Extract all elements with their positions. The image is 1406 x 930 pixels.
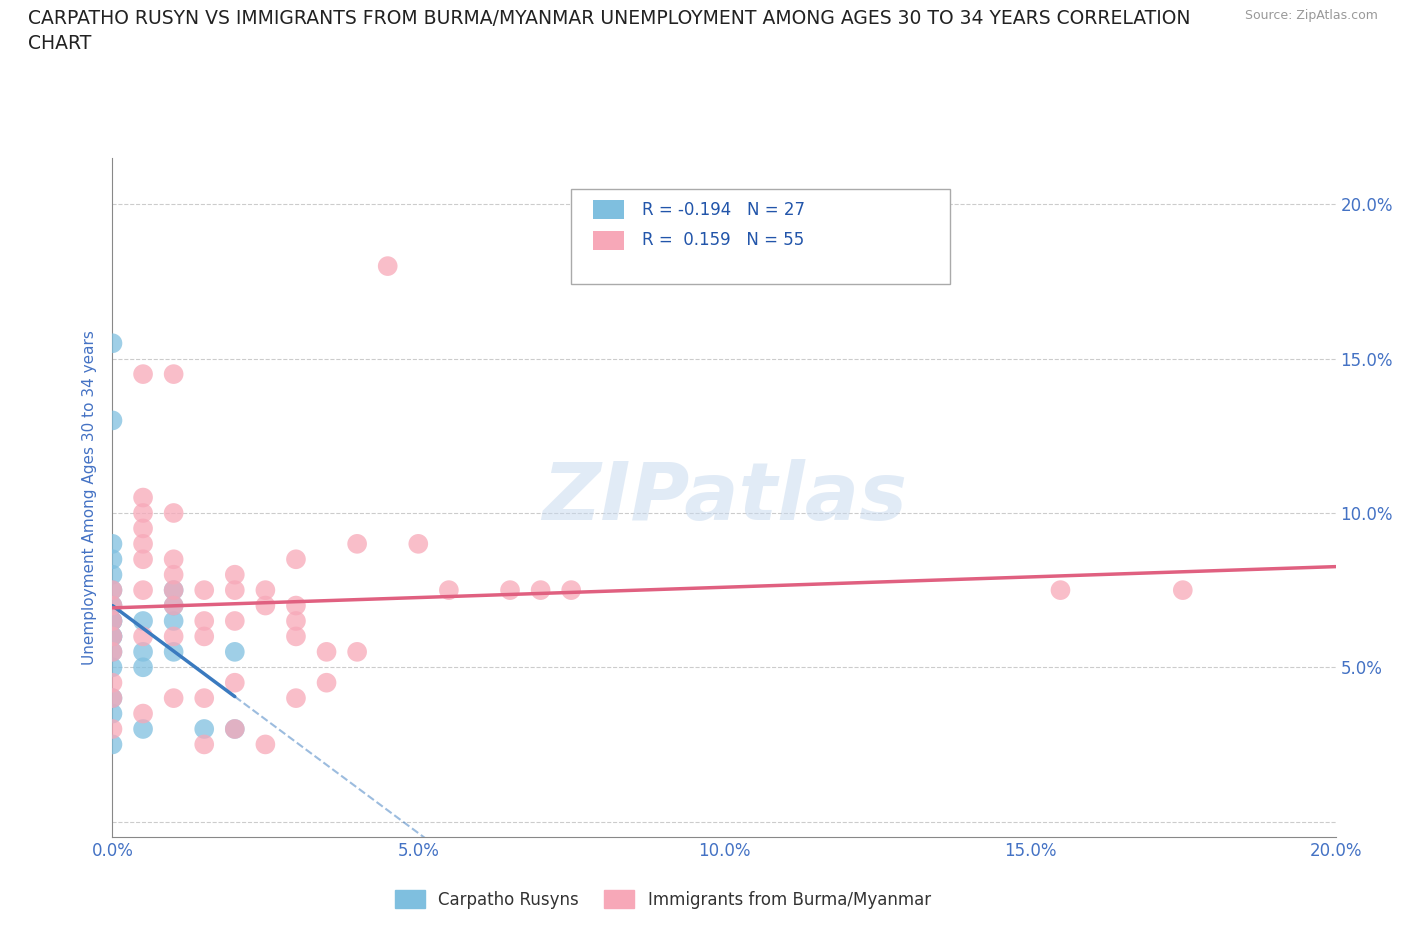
Point — [560, 583, 582, 598]
Point — [284, 598, 308, 613]
Point — [254, 737, 277, 751]
Point — [101, 614, 124, 629]
Point — [193, 629, 215, 644]
Point — [101, 691, 124, 706]
Point — [284, 629, 308, 644]
Point — [315, 675, 337, 690]
Text: CARPATHO RUSYN VS IMMIGRANTS FROM BURMA/MYANMAR UNEMPLOYMENT AMONG AGES 30 TO 34: CARPATHO RUSYN VS IMMIGRANTS FROM BURMA/… — [28, 9, 1191, 53]
Text: Source: ZipAtlas.com: Source: ZipAtlas.com — [1244, 9, 1378, 22]
Point — [101, 706, 124, 721]
Point — [101, 567, 124, 582]
Point — [101, 583, 124, 598]
Point — [224, 614, 246, 629]
Point — [254, 583, 277, 598]
Point — [163, 567, 186, 582]
Point — [101, 644, 124, 659]
Point — [224, 644, 246, 659]
Point — [163, 614, 186, 629]
Point — [132, 660, 155, 675]
Point — [101, 629, 124, 644]
Text: R = -0.194   N = 27: R = -0.194 N = 27 — [643, 201, 806, 219]
Point — [224, 722, 246, 737]
Point — [346, 537, 368, 551]
Point — [284, 614, 308, 629]
Point — [101, 537, 124, 551]
Point — [163, 551, 186, 566]
Point — [530, 583, 553, 598]
Point — [408, 537, 430, 551]
Point — [163, 583, 186, 598]
Point — [193, 691, 215, 706]
Point — [346, 644, 368, 659]
Point — [101, 413, 124, 428]
Point — [101, 598, 124, 613]
Point — [132, 521, 155, 536]
Point — [163, 691, 186, 706]
Point — [224, 675, 246, 690]
Point — [101, 583, 124, 598]
Point — [101, 722, 124, 737]
Point — [101, 675, 124, 690]
Point — [193, 722, 215, 737]
Point — [132, 644, 155, 659]
Point — [193, 583, 215, 598]
Point — [101, 644, 124, 659]
Point — [315, 644, 337, 659]
Point — [132, 490, 155, 505]
Point — [101, 660, 124, 675]
Point — [284, 551, 308, 566]
Point — [132, 537, 155, 551]
Text: R =  0.159   N = 55: R = 0.159 N = 55 — [643, 232, 804, 249]
Point — [224, 583, 246, 598]
Point — [101, 737, 124, 751]
Point — [101, 336, 124, 351]
Point — [254, 598, 277, 613]
Point — [193, 614, 215, 629]
Point — [163, 629, 186, 644]
Bar — [593, 200, 624, 219]
Point — [132, 583, 155, 598]
Y-axis label: Unemployment Among Ages 30 to 34 years: Unemployment Among Ages 30 to 34 years — [82, 330, 97, 665]
Text: ZIPatlas: ZIPatlas — [541, 458, 907, 537]
Point — [101, 614, 124, 629]
Point — [163, 506, 186, 521]
Point — [193, 737, 215, 751]
Point — [1171, 583, 1194, 598]
Legend: Carpatho Rusyns, Immigrants from Burma/Myanmar: Carpatho Rusyns, Immigrants from Burma/M… — [387, 882, 939, 917]
Point — [1049, 583, 1071, 598]
Bar — [593, 231, 624, 250]
Point — [101, 629, 124, 644]
Point — [163, 598, 186, 613]
Point — [163, 644, 186, 659]
Point — [132, 366, 155, 381]
Point — [132, 629, 155, 644]
Point — [101, 598, 124, 613]
Point — [132, 722, 155, 737]
Point — [499, 583, 522, 598]
Point — [132, 614, 155, 629]
Point — [224, 567, 246, 582]
Point — [163, 366, 186, 381]
Point — [163, 583, 186, 598]
Point — [284, 691, 308, 706]
Point — [132, 506, 155, 521]
Point — [132, 706, 155, 721]
Point — [437, 583, 460, 598]
Point — [224, 722, 246, 737]
Point — [101, 629, 124, 644]
Point — [163, 598, 186, 613]
Point — [101, 614, 124, 629]
Point — [377, 259, 399, 273]
Point — [132, 551, 155, 566]
Point — [101, 691, 124, 706]
FancyBboxPatch shape — [571, 189, 950, 284]
Point — [101, 551, 124, 566]
